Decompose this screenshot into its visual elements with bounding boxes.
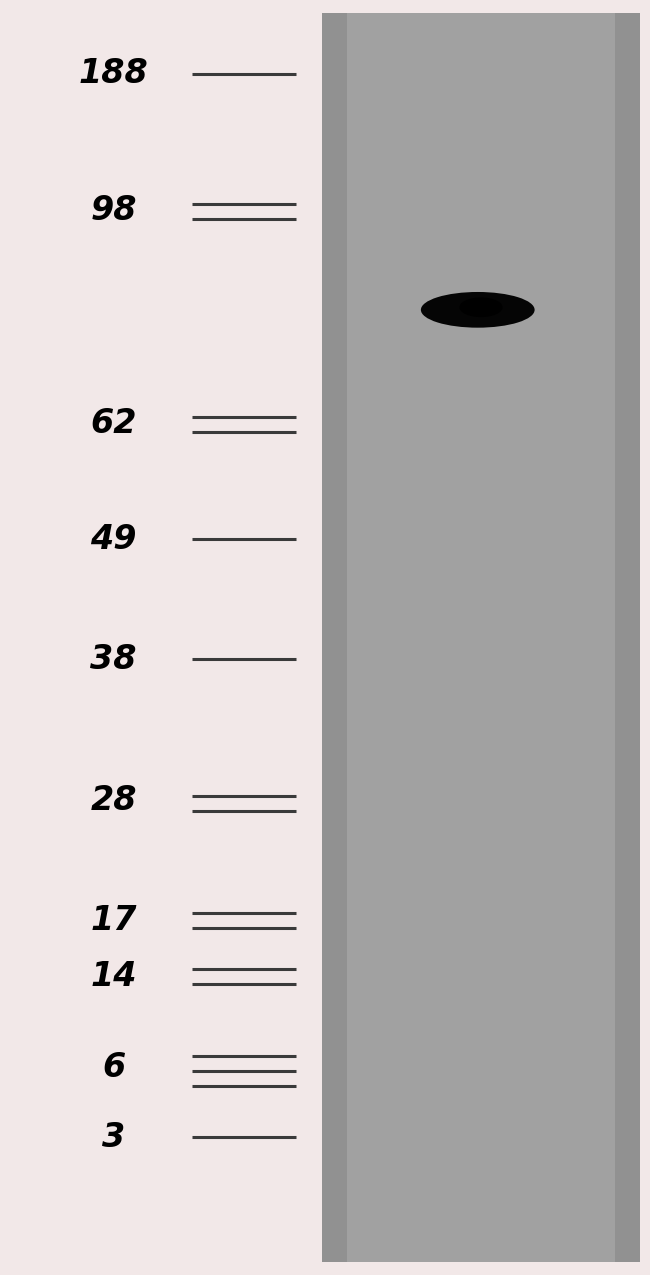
Text: 98: 98 xyxy=(90,194,137,227)
Text: 188: 188 xyxy=(79,57,149,91)
Text: 14: 14 xyxy=(90,960,137,993)
Text: 3: 3 xyxy=(102,1121,125,1154)
Text: 62: 62 xyxy=(90,407,137,440)
Text: 49: 49 xyxy=(90,523,137,556)
Ellipse shape xyxy=(421,292,534,328)
Bar xyxy=(347,13,615,1262)
Text: 17: 17 xyxy=(90,904,137,937)
Text: 28: 28 xyxy=(90,784,137,817)
Bar xyxy=(322,13,347,1262)
Text: 6: 6 xyxy=(102,1051,125,1084)
Text: 38: 38 xyxy=(90,643,137,676)
Ellipse shape xyxy=(460,297,502,317)
Bar xyxy=(615,13,640,1262)
Bar xyxy=(322,13,640,1262)
Bar xyxy=(0,0,320,1275)
